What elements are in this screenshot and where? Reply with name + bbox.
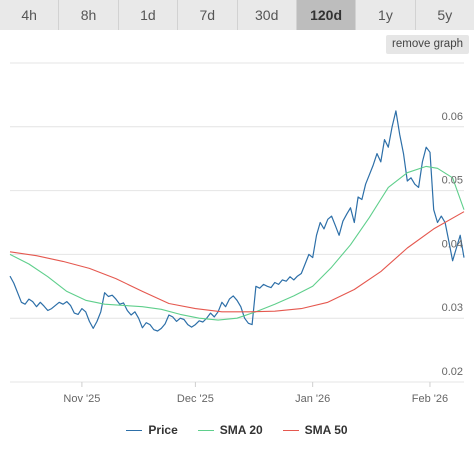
legend-label: Price: [148, 423, 178, 437]
timeframe-tabs: 4h 8h 1d 7d 30d 120d 1y 5y: [0, 0, 474, 30]
grid: [10, 62, 464, 383]
legend-swatch: [282, 429, 299, 431]
price-chart: 0.02 0.03 0.04 0.05 0.06 Nov '25 Dec '25 Jan '2…: [9, 62, 465, 405]
series-line-sma-20: [9, 165, 465, 321]
y-tick-label: 0.02: [442, 366, 463, 378]
series-line-price: [9, 110, 465, 332]
tab-8h[interactable]: 8h: [59, 0, 119, 30]
y-tick-label: 0.03: [442, 302, 463, 314]
x-tick-label: Jan '26: [295, 393, 330, 405]
tab-5y[interactable]: 5y: [415, 0, 474, 30]
legend-swatch: [197, 429, 214, 431]
y-tick-label: 0.06: [442, 111, 463, 123]
tab-30d[interactable]: 30d: [237, 0, 297, 30]
series-line-sma-50: [9, 211, 465, 313]
legend-item-price[interactable]: Price: [126, 423, 178, 437]
tab-1d[interactable]: 1d: [118, 0, 179, 30]
x-tick-label: Nov '25: [63, 393, 100, 405]
legend-label: SMA 20: [219, 423, 263, 437]
tab-4h[interactable]: 4h: [0, 0, 60, 30]
remove-graph-button[interactable]: remove graph: [386, 35, 469, 54]
y-tick-label: 0.05: [442, 175, 463, 187]
legend-item-sma-50[interactable]: SMA 50: [282, 423, 348, 437]
tab-1y[interactable]: 1y: [356, 0, 416, 30]
tab-7d[interactable]: 7d: [178, 0, 238, 30]
tab-120d[interactable]: 120d: [296, 0, 357, 30]
axis-labels: 0.02 0.03 0.04 0.05 0.06 Nov '25 Dec '25 Jan '2…: [63, 111, 463, 405]
y-tick-label: 0.04: [442, 238, 463, 250]
legend: Price SMA 20 SMA 50: [0, 420, 474, 440]
legend-item-sma-20[interactable]: SMA 20: [197, 423, 263, 437]
x-tick-label: Feb '26: [412, 393, 448, 405]
legend-label: SMA 50: [304, 423, 348, 437]
legend-swatch: [126, 429, 143, 431]
series-layer: [9, 110, 465, 332]
x-tick-label: Dec '25: [177, 393, 214, 405]
